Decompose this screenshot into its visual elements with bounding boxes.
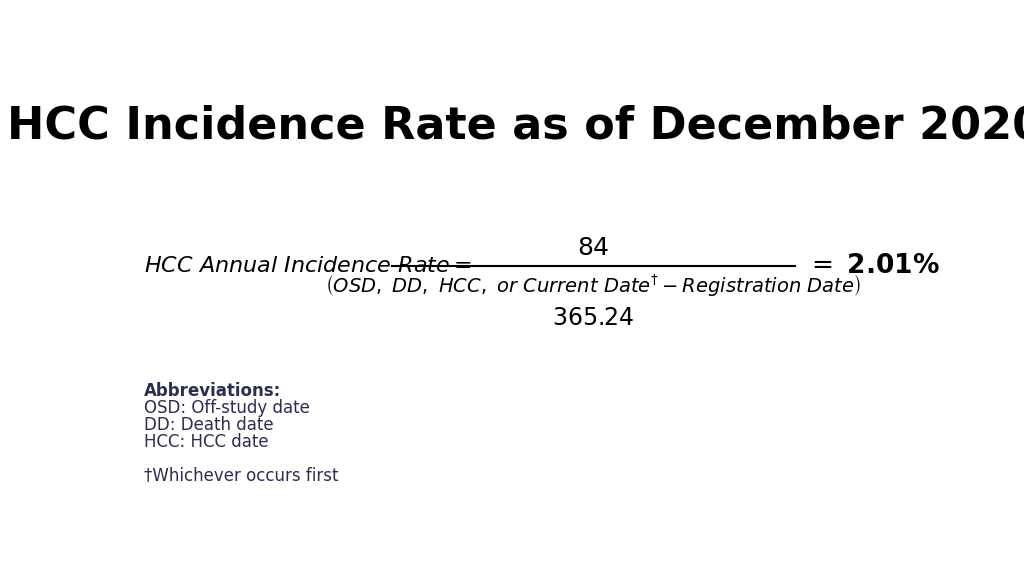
- Text: Abbreviations:: Abbreviations:: [143, 382, 281, 400]
- Text: $\mathit{HCC\ Annual\ Incidence\ Rate} =$: $\mathit{HCC\ Annual\ Incidence\ Rate} =…: [143, 256, 471, 276]
- Text: $365.24$: $365.24$: [552, 306, 634, 330]
- Text: DD: Death date: DD: Death date: [143, 416, 273, 434]
- Text: $\left(\mathit{OSD,\ DD,\ HCC,\ or\ Current\ Date}^{\dagger} - \mathit{Registrat: $\left(\mathit{OSD,\ DD,\ HCC,\ or\ Curr…: [325, 272, 861, 298]
- Text: †Whichever occurs first: †Whichever occurs first: [143, 467, 338, 484]
- Text: HCC: HCC date: HCC: HCC date: [143, 433, 268, 450]
- Text: $=\ \mathbf{2.01\%}$: $=\ \mathbf{2.01\%}$: [806, 253, 940, 279]
- Text: $84$: $84$: [577, 236, 609, 260]
- Text: HCC Incidence Rate as of December 2020: HCC Incidence Rate as of December 2020: [7, 104, 1024, 147]
- Text: OSD: Off-study date: OSD: Off-study date: [143, 399, 309, 416]
